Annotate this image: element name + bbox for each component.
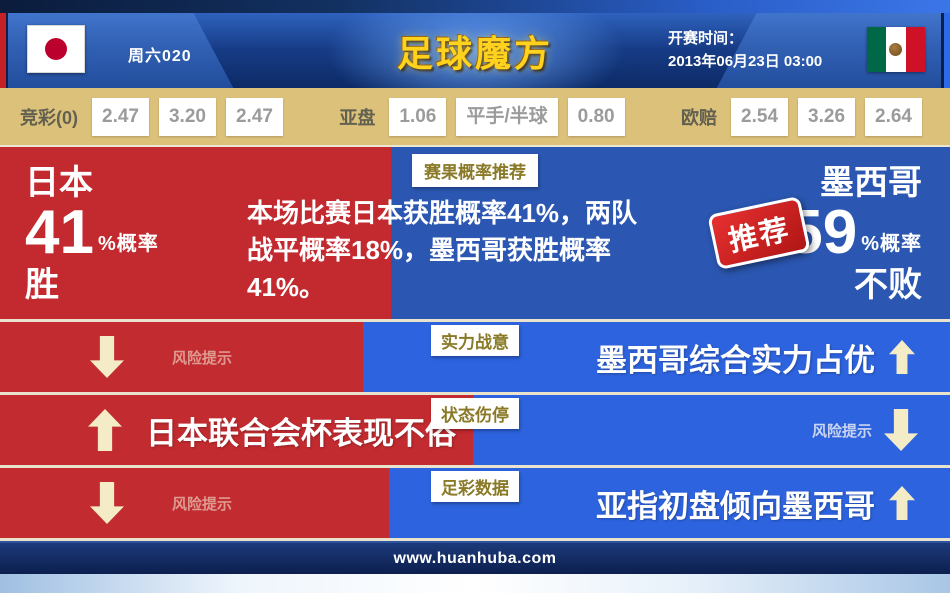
oupei-draw-odds: 3.26 <box>798 97 856 136</box>
down-arrow-icon <box>90 482 124 524</box>
odds-bar: 竞彩(0) 2.47 3.20 2.47 亚盘 1.06 平手/半球 0.80 … <box>0 88 950 145</box>
row-form-blue: 风险提示 <box>473 395 950 465</box>
oupei-away-odds: 2.64 <box>865 97 922 136</box>
left-red-stripe <box>0 13 8 88</box>
odds-group-oupei: 欧赔 2.54 3.26 2.64 <box>681 97 922 136</box>
result-probability-label: 赛果概率推荐 <box>412 154 538 187</box>
description-line: 41%。 <box>247 272 326 302</box>
row-strength-red: 风险提示 <box>0 322 363 392</box>
prediction-description: 本场比赛日本获胜概率41%，两队 战平概率18%，墨西哥获胜概率 41%。 <box>247 195 657 306</box>
data-statement: 亚指初盘倾向墨西哥 <box>596 488 875 524</box>
yapan-handicap: 平手/半球 <box>456 97 558 136</box>
row-form-red: 日本联合会杯表现不俗 <box>0 395 473 465</box>
description-line: 本场比赛日本获胜概率41%，两队 <box>247 198 638 228</box>
risk-hint: 风险提示 <box>172 495 233 513</box>
row-data-red: 风险提示 <box>0 468 389 538</box>
divider <box>0 392 950 395</box>
jingcai-home-odds: 2.47 <box>92 97 149 136</box>
yapan-label: 亚盘 <box>339 107 376 128</box>
prediction-section: 日本 41 %概率 胜 墨西哥 59 %概率 不败 赛果概率推荐 本场比赛日本获… <box>0 147 950 319</box>
down-arrow-icon <box>90 336 124 378</box>
home-team-name: 日本 <box>25 164 93 202</box>
jingcai-label: 竞彩(0) <box>20 107 78 128</box>
data-label: 足彩数据 <box>431 471 519 502</box>
divider <box>0 319 950 322</box>
strength-label: 实力战意 <box>431 325 519 356</box>
away-probability: 59 %概率 <box>788 202 922 264</box>
mexico-flag-icon <box>867 27 925 72</box>
bottom-fade <box>0 574 950 593</box>
away-prediction: 墨西哥 59 %概率 不败 <box>788 163 922 307</box>
divider <box>0 465 950 468</box>
form-statement: 日本联合会杯表现不俗 <box>146 415 456 451</box>
match-code: 周六020 <box>128 48 192 65</box>
yapan-home-odds: 1.06 <box>389 97 447 136</box>
right-blue-strip <box>941 13 950 88</box>
kickoff-time: 开赛时间： 2013年06月23日 03:00 <box>668 27 822 73</box>
kickoff-value: 2013年06月23日 03:00 <box>668 53 823 70</box>
mexico-flag-red <box>905 27 925 72</box>
strength-statement: 墨西哥综合实力占优 <box>596 342 875 378</box>
down-arrow-icon <box>884 409 918 451</box>
site-logo[interactable]: 足球魔方 <box>396 32 554 74</box>
mexico-flag-emblem <box>889 43 903 56</box>
jingcai-away-odds: 2.47 <box>225 97 283 136</box>
home-percent-suffix: %概率 <box>97 233 159 255</box>
up-arrow-icon <box>889 340 915 374</box>
away-outcome: 不败 <box>854 266 922 304</box>
home-outcome: 胜 <box>25 266 59 304</box>
row-form: 日本联合会杯表现不俗 风险提示 状态伤停 <box>0 395 950 465</box>
header: 周六020 足球魔方 开赛时间： 2013年06月23日 03:00 <box>0 13 950 88</box>
description-line: 战平概率18%，墨西哥获胜概率 <box>247 235 612 265</box>
up-arrow-icon <box>889 486 915 520</box>
risk-hint: 风险提示 <box>172 349 233 367</box>
oupei-home-odds: 2.54 <box>731 97 789 136</box>
footer: www.huanhuba.com <box>0 541 950 574</box>
yapan-away-odds: 0.80 <box>567 97 625 136</box>
up-arrow-icon <box>88 409 122 451</box>
away-team-name: 墨西哥 <box>820 164 922 202</box>
home-prediction: 日本 41 %概率 胜 <box>25 163 159 307</box>
home-probability: 41 %概率 <box>25 198 159 267</box>
away-percent-suffix: %概率 <box>861 233 922 255</box>
mexico-flag-green <box>867 27 887 72</box>
jingcai-draw-odds: 3.20 <box>158 97 216 136</box>
oupei-label: 欧赔 <box>681 107 718 128</box>
away-panel: 墨西哥 59 %概率 不败 <box>391 147 950 319</box>
odds-group-jingcai: 竞彩(0) 2.47 3.20 2.47 <box>20 97 283 136</box>
risk-hint: 风险提示 <box>811 422 872 440</box>
odds-group-yapan: 亚盘 1.06 平手/半球 0.80 <box>339 97 625 136</box>
japan-flag-icon <box>27 25 85 73</box>
home-percent: 41 <box>25 198 94 267</box>
row-data: 风险提示 亚指初盘倾向墨西哥 足彩数据 <box>0 468 950 538</box>
top-accent-strip <box>0 0 950 13</box>
row-strength: 风险提示 墨西哥综合实力占优 实力战意 <box>0 322 950 392</box>
divider <box>0 145 950 147</box>
kickoff-label: 开赛时间： <box>668 30 744 47</box>
site-url[interactable]: www.huanhuba.com <box>393 549 557 567</box>
home-panel: 日本 41 %概率 胜 <box>0 147 391 319</box>
form-label: 状态伤停 <box>431 398 519 429</box>
japan-flag-disc <box>45 38 67 60</box>
mexico-flag-white <box>886 27 906 72</box>
header-glow <box>325 13 625 88</box>
divider <box>0 538 950 541</box>
